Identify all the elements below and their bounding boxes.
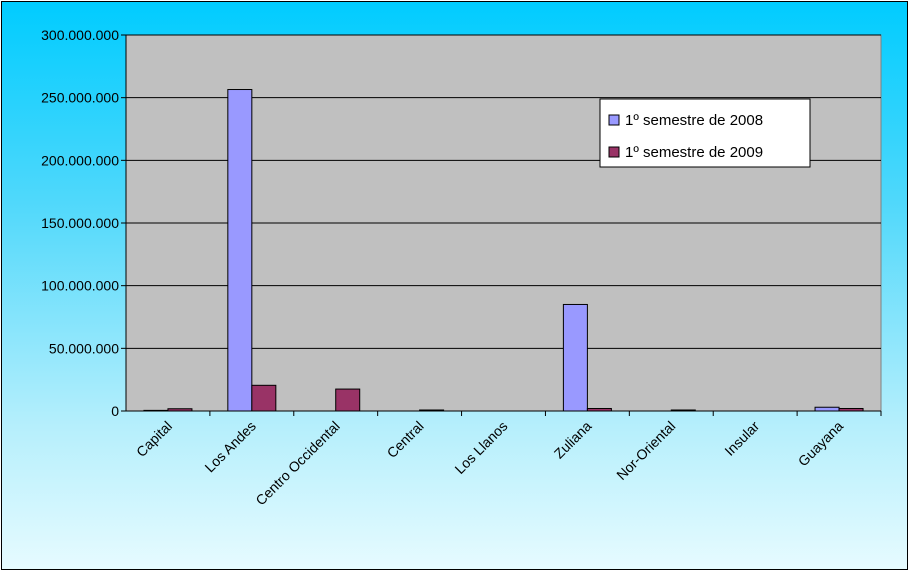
y-axis-ticks: 0 50.000.000 100.000.000 150.000.000 200.000… <box>41 27 126 419</box>
x-tick-label: Centro Occidental <box>252 418 343 509</box>
x-tick-label: Capital <box>133 418 175 460</box>
x-tick-label: Los Llanos <box>451 418 510 477</box>
x-tick-label: Nor-Oriental <box>613 418 678 483</box>
y-tick-label: 0 <box>111 403 119 419</box>
y-tick-label: 100.000.000 <box>41 278 119 294</box>
bar-2008-guayana <box>814 406 840 412</box>
y-tick-label: 250.000.000 <box>41 90 119 106</box>
bar-2008-zuliana <box>562 303 588 412</box>
legend-label-2009: 1º semestre de 2009 <box>625 144 763 161</box>
bar-2008-los-andes <box>227 89 253 412</box>
bar-2009-los-andes <box>251 384 277 412</box>
legend-label-2008: 1º semestre de 2008 <box>625 112 763 129</box>
x-tick-label: Insular <box>721 418 762 459</box>
bars <box>143 89 864 412</box>
y-tick-label: 50.000.000 <box>49 340 119 356</box>
x-tick-label: Zuliana <box>551 418 595 462</box>
legend-swatch-2008 <box>608 114 620 126</box>
bar-2009-centro-occidental <box>335 388 361 412</box>
y-tick-label: 150.000.000 <box>41 215 119 231</box>
x-tick-label: Guayana <box>795 418 847 470</box>
y-tick-label: 200.000.000 <box>41 152 119 168</box>
y-tick-label: 300.000.000 <box>41 27 119 43</box>
legend-box <box>599 98 811 168</box>
legend: 1º semestre de 2008 1º semestre de 2009 <box>599 98 811 168</box>
legend-swatch-2009 <box>608 146 620 158</box>
x-tick-label: Los Andes <box>201 418 259 476</box>
x-tick-label: Central <box>383 418 426 461</box>
